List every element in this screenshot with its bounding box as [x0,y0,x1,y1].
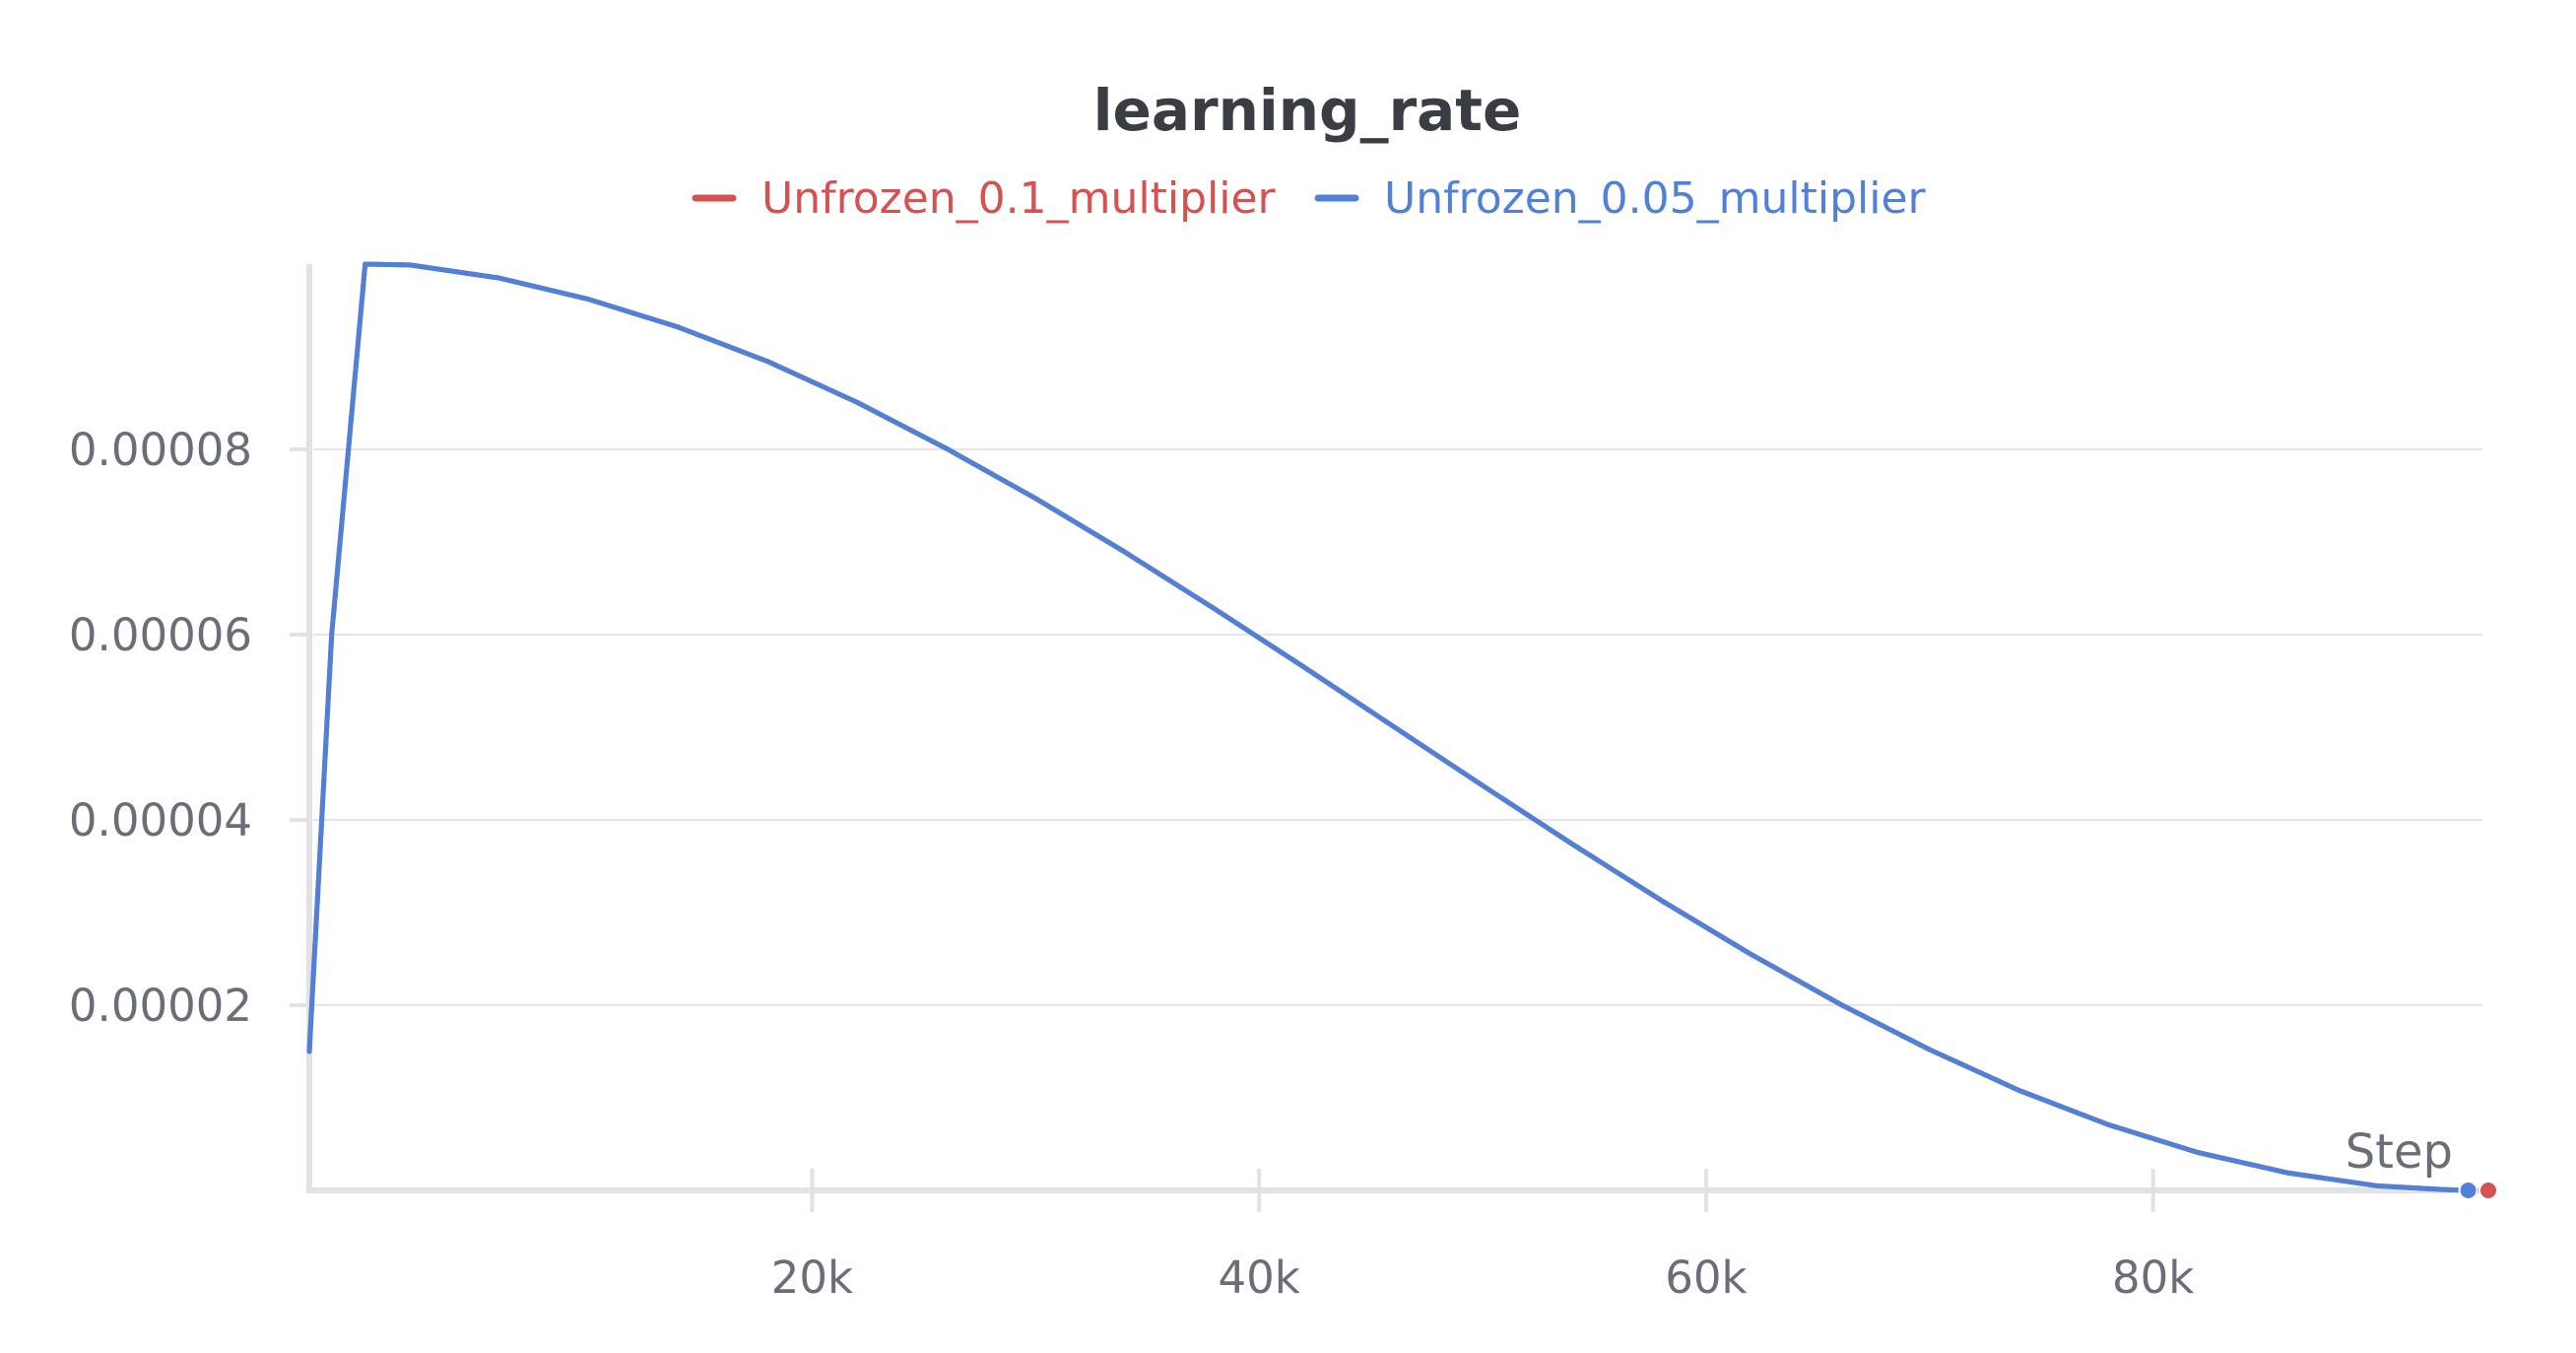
legend-item-unfrozen-0-1[interactable]: Unfrozen_0.1_multiplier [692,173,1277,224]
y-tick-label: 0.00004 [69,794,252,846]
y-tick-label: 0.00006 [69,609,252,661]
x-ticks: 20k 40k 60k 80k [771,1169,2194,1304]
chart-title: learning_rate [1093,77,1522,144]
legend: Unfrozen_0.1_multiplier Unfrozen_0.05_mu… [692,173,1927,224]
gridlines [313,448,2482,1006]
x-axis-title: Step [2345,1124,2453,1180]
x-tick-label: 80k [2112,1252,2194,1304]
series-lines [306,261,2491,1193]
series-line-1 [306,261,2472,1193]
y-tick-label: 0.00008 [69,424,252,476]
x-tick-label: 60k [1665,1252,1747,1304]
legend-item-unfrozen-0-05[interactable]: Unfrozen_0.05_multiplier [1314,173,1927,224]
y-tick-label: 0.00002 [69,980,252,1032]
series-end-marker-1[interactable] [2458,1181,2478,1200]
x-tick-label: 20k [771,1252,853,1304]
legend-label: Unfrozen_0.05_multiplier [1384,173,1927,224]
legend-label: Unfrozen_0.1_multiplier [761,173,1277,224]
series-end-marker-0[interactable] [2478,1181,2498,1200]
x-tick-label: 40k [1219,1252,1300,1304]
y-ticks: 0.00002 0.00004 0.00006 0.00008 [69,424,311,1032]
end-markers [2458,1181,2498,1200]
